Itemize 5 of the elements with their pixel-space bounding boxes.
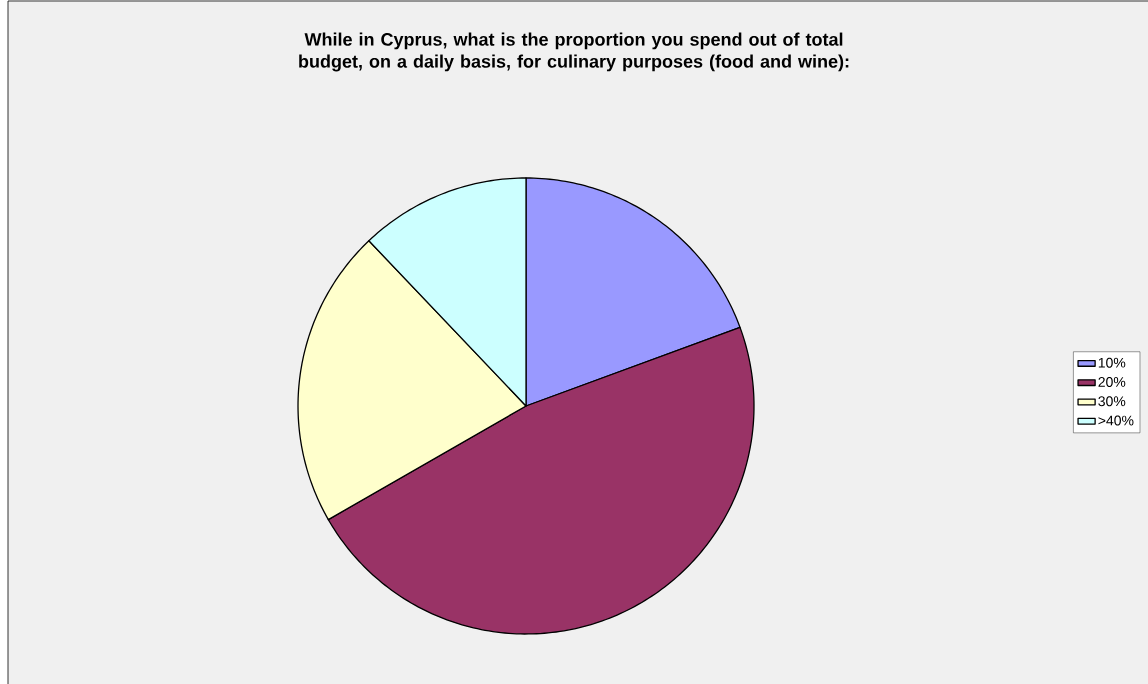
legend-label: 30% [1098,396,1126,407]
legend-label: >40% [1098,415,1134,426]
chart-title: While in Cyprus, what is the proportion you spend out of total budget, on a daily basis, for culinary purposes (food and wine): [299,32,849,72]
legend-label: 20% [1098,377,1126,387]
legend-label: 10% [1098,357,1126,368]
